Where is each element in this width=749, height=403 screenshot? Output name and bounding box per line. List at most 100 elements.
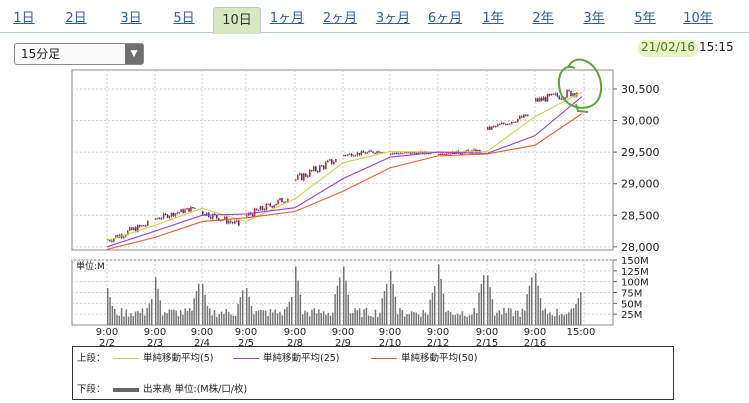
volume-bar bbox=[168, 309, 171, 325]
volume-bar bbox=[202, 283, 204, 325]
price-candle-body bbox=[408, 152, 410, 154]
price-tick-label: 30,000 bbox=[621, 115, 660, 128]
price-candle-body bbox=[507, 123, 509, 126]
tab-2d[interactable]: 2日 bbox=[65, 11, 87, 26]
volume-bar bbox=[242, 290, 244, 325]
price-candle-body bbox=[459, 153, 462, 155]
price-candle-body bbox=[548, 94, 551, 96]
volume-bar bbox=[347, 294, 350, 325]
price-candle-body bbox=[259, 206, 262, 211]
volume-bar bbox=[151, 299, 153, 325]
price-candle-body bbox=[186, 208, 188, 210]
volume-bar bbox=[130, 313, 132, 325]
volume-bar bbox=[553, 316, 556, 325]
interval-select[interactable]: 15分足 ▼ bbox=[14, 43, 144, 65]
volume-bar bbox=[246, 288, 248, 325]
tab-3d[interactable]: 3日 bbox=[120, 11, 142, 26]
price-candle-body bbox=[356, 152, 359, 156]
price-candle-body bbox=[497, 124, 499, 127]
volume-bar bbox=[216, 316, 218, 325]
tab-5d[interactable]: 5日 bbox=[173, 11, 195, 26]
volume-bar bbox=[234, 315, 237, 325]
price-candle-body bbox=[380, 152, 382, 154]
volume-bar bbox=[577, 298, 580, 325]
volume-bar bbox=[272, 312, 274, 325]
tab-10y[interactable]: 10年 bbox=[683, 11, 713, 26]
date-tick-label: 2/10 bbox=[379, 338, 401, 349]
price-candle-body bbox=[230, 221, 232, 223]
volume-bar bbox=[514, 310, 517, 325]
price-candle-body bbox=[212, 213, 214, 219]
volume-bar bbox=[132, 316, 134, 325]
volume-bar bbox=[123, 316, 125, 325]
date-tick-label: 2/12 bbox=[427, 338, 449, 349]
date-tick-label: 2/2 bbox=[99, 338, 115, 349]
chevron-down-icon[interactable]: ▼ bbox=[125, 44, 143, 64]
price-candle-body bbox=[226, 216, 228, 224]
price-candle-body bbox=[343, 155, 345, 157]
volume-bar bbox=[237, 303, 239, 325]
volume-bar bbox=[260, 309, 262, 325]
volume-bar bbox=[327, 312, 329, 325]
price-candle-body bbox=[370, 150, 372, 152]
time-tick-label: 9:00 bbox=[235, 327, 257, 338]
price-candle-body bbox=[257, 210, 260, 212]
price-candle-body bbox=[170, 212, 173, 217]
volume-bar bbox=[248, 297, 250, 325]
tab-6m[interactable]: 6ヶ月 bbox=[427, 11, 463, 26]
volume-bar bbox=[295, 266, 297, 325]
price-candle-body bbox=[479, 150, 481, 152]
price-candle-body bbox=[111, 240, 113, 242]
volume-tick-label: 100M bbox=[621, 278, 649, 289]
volume-bar bbox=[427, 314, 429, 325]
price-candle-body bbox=[424, 151, 426, 154]
tab-2y[interactable]: 2年 bbox=[532, 11, 554, 26]
price-candle-body bbox=[536, 98, 539, 102]
tab-10d[interactable]: 10日 bbox=[213, 7, 261, 34]
volume-bar bbox=[184, 308, 186, 325]
volume-bar bbox=[363, 309, 365, 325]
moving-average-lines bbox=[106, 91, 583, 250]
price-candle-body bbox=[447, 153, 450, 155]
tab-5y[interactable]: 5年 bbox=[634, 11, 656, 26]
volume-bar bbox=[491, 299, 494, 325]
price-candle-body bbox=[269, 203, 272, 206]
volume-bar bbox=[306, 312, 309, 325]
volume-bar bbox=[379, 312, 381, 325]
tab-1m[interactable]: 1ヶ月 bbox=[269, 11, 305, 26]
tab-3y[interactable]: 3年 bbox=[583, 11, 605, 26]
volume-bar bbox=[459, 314, 461, 325]
tab-3m[interactable]: 3ヶ月 bbox=[375, 11, 411, 26]
price-candle-body bbox=[137, 225, 139, 233]
time-tick-label: 9:00 bbox=[476, 327, 498, 338]
volume-bar bbox=[475, 312, 478, 325]
price-candle-body bbox=[368, 150, 370, 153]
legend-ma5: 単純移動平均(5) bbox=[113, 350, 213, 364]
price-candle-body bbox=[364, 152, 367, 154]
volume-bar bbox=[496, 312, 498, 325]
volume-bar bbox=[466, 316, 468, 325]
price-candle-body bbox=[172, 212, 175, 217]
tab-1y[interactable]: 1年 bbox=[482, 11, 504, 26]
price-candle-body bbox=[115, 235, 117, 239]
price-candle-body bbox=[281, 198, 283, 203]
price-candle-body bbox=[521, 116, 523, 118]
price-candle-body bbox=[515, 121, 517, 123]
price-candle-body bbox=[333, 162, 335, 164]
volume-bar bbox=[188, 307, 191, 325]
tab-2m[interactable]: 2ヶ月 bbox=[322, 11, 358, 26]
price-candle-body bbox=[232, 222, 234, 224]
price-candle-body bbox=[558, 96, 561, 100]
price-candle-body bbox=[574, 93, 576, 97]
volume-bar bbox=[565, 314, 568, 325]
volume-bar bbox=[157, 288, 159, 325]
price-candle-body bbox=[295, 179, 297, 181]
volume-bar bbox=[186, 311, 189, 325]
moving-average-line-1 bbox=[106, 91, 583, 242]
volume-bar bbox=[374, 309, 377, 325]
price-candle-body bbox=[572, 93, 574, 97]
price-candle-body bbox=[475, 149, 477, 153]
tab-1d[interactable]: 1日 bbox=[13, 11, 35, 26]
price-candle-body bbox=[443, 154, 446, 155]
volume-bar bbox=[137, 311, 139, 325]
